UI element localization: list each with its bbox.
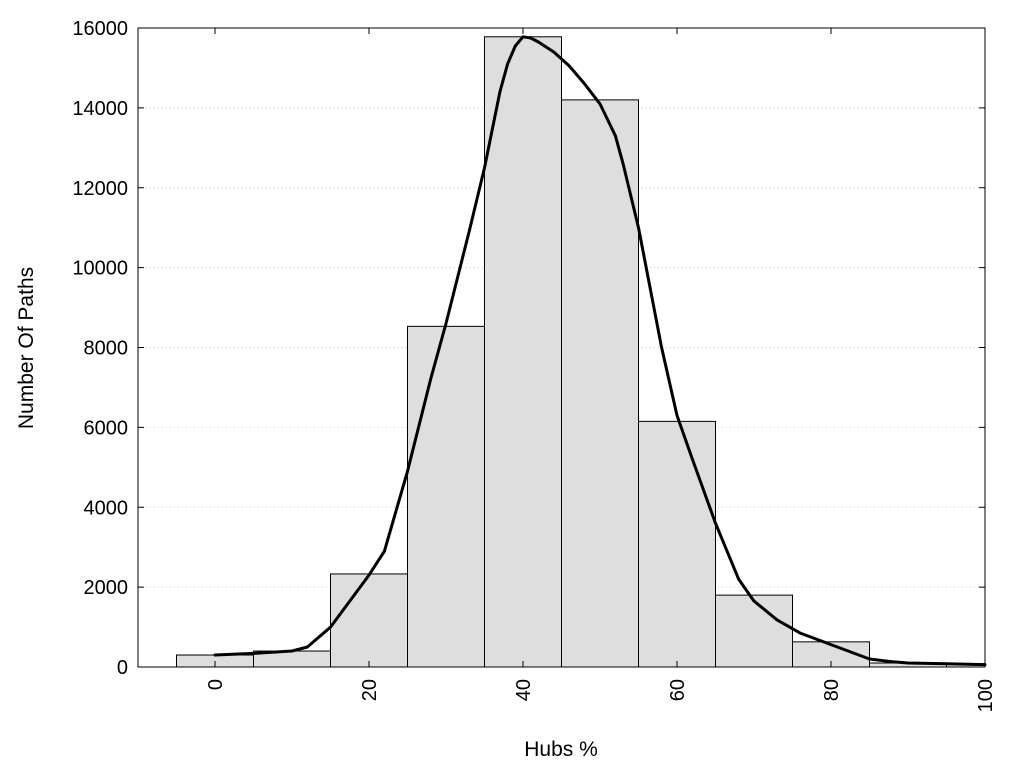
histogram-bar (715, 594, 793, 668)
x-axis-label: Hubs % (524, 738, 598, 761)
y-tick-label: 16000 (72, 18, 128, 40)
y-tick-label: 10000 (72, 258, 128, 280)
histogram-bar (484, 36, 562, 668)
x-tick-label: 60 (667, 679, 689, 701)
x-tick-label: 80 (821, 679, 843, 701)
y-tick-label: 4000 (84, 497, 129, 519)
histogram-bar (638, 420, 716, 668)
density-curve (213, 35, 987, 667)
density-curve-layer (213, 35, 987, 667)
ticks: 0 2000 4000 6000 8000 10000 12000 14000 16000 0 20… (72, 18, 997, 712)
x-tick-label: 20 (359, 679, 381, 701)
x-tick-label: 40 (513, 679, 535, 701)
y-axis-label: Number Of Paths (15, 267, 38, 429)
y-tick-label: 2000 (84, 577, 129, 599)
y-tick-label: 12000 (72, 178, 128, 200)
y-tick-label: 14000 (72, 98, 128, 120)
histogram-bar (330, 573, 408, 668)
histogram-bar (561, 99, 639, 668)
y-tick-label: 0 (117, 657, 128, 679)
histogram-bar (407, 325, 485, 668)
y-tick-label: 6000 (84, 417, 129, 439)
x-tick-label: 100 (975, 679, 997, 712)
x-tick-label: 0 (205, 679, 227, 690)
y-tick-label: 8000 (84, 338, 129, 360)
bars (176, 36, 986, 668)
